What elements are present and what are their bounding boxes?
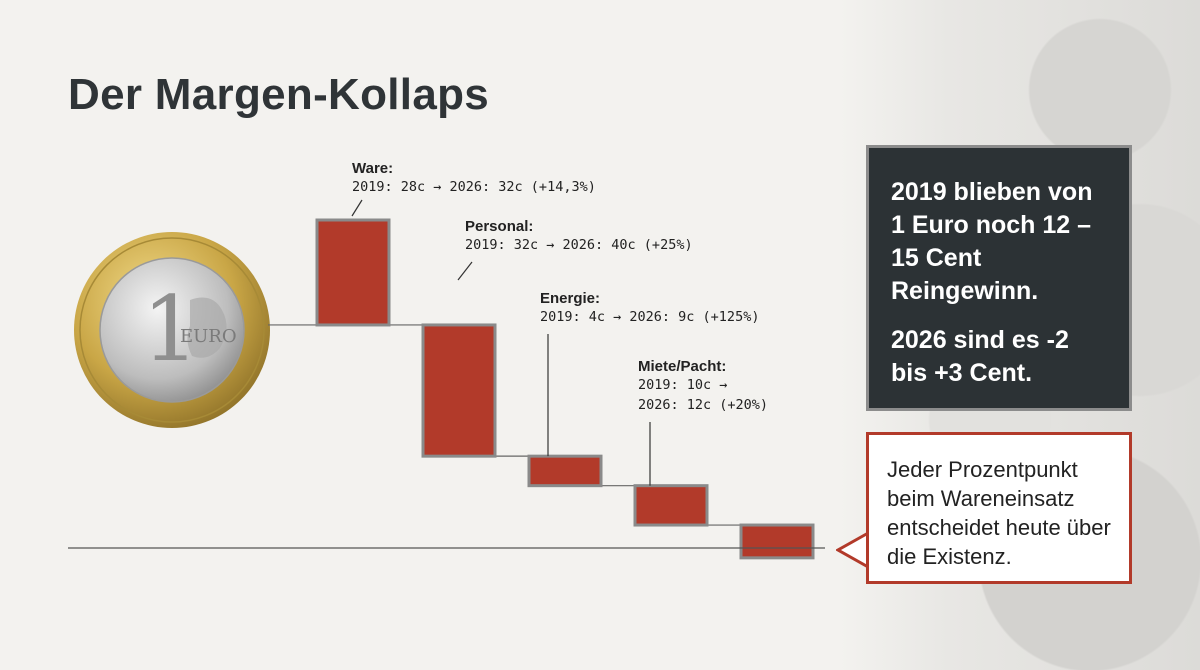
leader-line xyxy=(457,261,473,281)
annotation-values: 2019: 28c → 2026: 32c (+14,3%) xyxy=(352,179,596,195)
annotation-personal: Personal: 2019: 32c → 2026: 40c (+25%) xyxy=(465,218,693,255)
annotation-heading: Ware: xyxy=(352,160,394,177)
annotation-ware: Ware: 2019: 28c → 2026: 32c (+14,3%) xyxy=(352,160,596,197)
annotation-energie: Energie: 2019: 4c → 2026: 9c (+125%) xyxy=(540,290,759,327)
page-title: Der Margen-Kollaps xyxy=(68,70,490,119)
annotation-values: 2019: 32c → 2026: 40c (+25%) xyxy=(465,237,693,253)
annotation-miete-pacht: Miete/Pacht: 2019: 10c → 2026: 12c (+20%) xyxy=(638,358,768,415)
summary-line-2019: 2019 blieben von 1 Euro noch 12 – 15 Cen… xyxy=(891,178,1093,305)
leader-line xyxy=(351,199,363,217)
annotation-heading: Energie: xyxy=(540,290,601,307)
annotation-heading: Personal: xyxy=(465,218,534,235)
waterfall-bar-miete-pacht xyxy=(633,484,709,527)
euro-coin-icon: 1 EURO xyxy=(74,232,270,428)
waterfall-bar-personal xyxy=(421,323,497,458)
summary-line-2026: 2026 sind es -2 bis +3 Cent. xyxy=(891,326,1069,387)
annotation-values: 2019: 10c → 2026: 12c (+20%) xyxy=(638,377,769,413)
coin-numeral: 1 xyxy=(142,277,199,382)
annotation-values: 2019: 4c → 2026: 9c (+125%) xyxy=(540,309,760,325)
callout-box: Jeder Prozentpunkt beim Wareneinsatz ent… xyxy=(866,432,1132,584)
coin-text: EURO xyxy=(180,326,237,347)
waterfall-bar-ware xyxy=(315,218,391,327)
waterfall-bar-energie xyxy=(527,454,603,488)
summary-box: 2019 blieben von 1 Euro noch 12 – 15 Cen… xyxy=(866,145,1132,411)
waterfall-bar-result xyxy=(739,523,815,560)
annotation-heading: Miete/Pacht: xyxy=(638,358,727,375)
